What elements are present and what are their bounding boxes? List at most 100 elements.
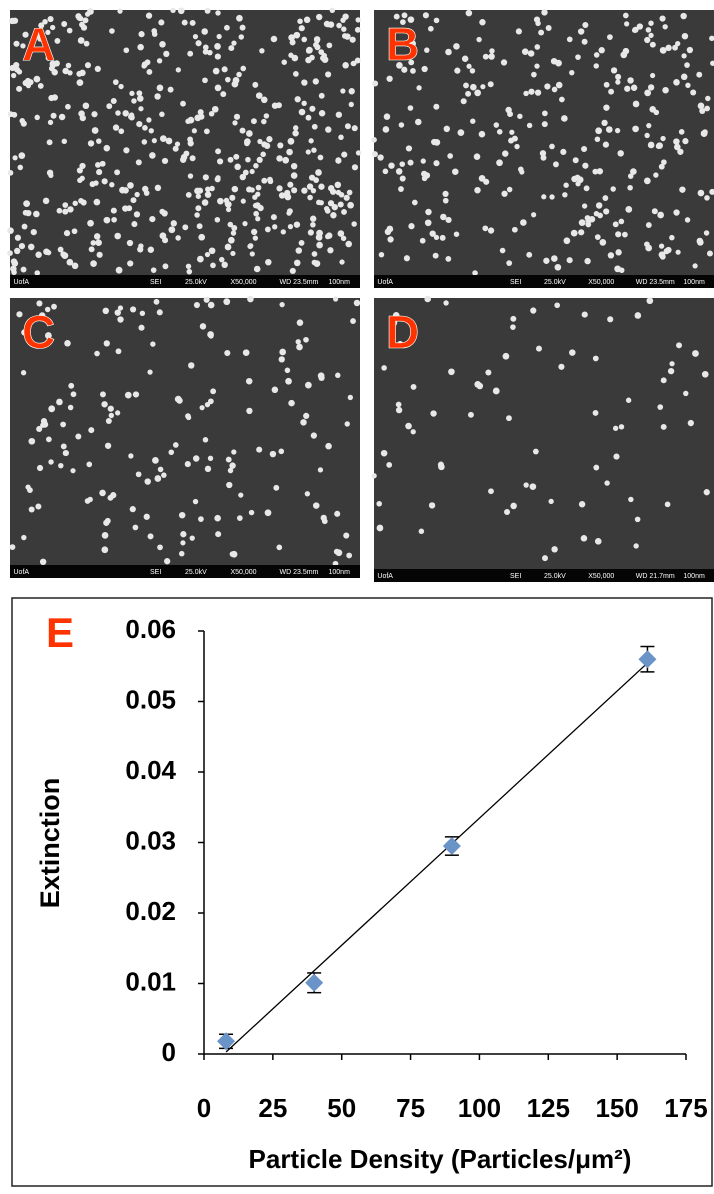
particle [453, 43, 460, 50]
particle [251, 118, 257, 124]
particle [613, 426, 618, 431]
particle [650, 42, 656, 48]
particle [221, 262, 227, 268]
particle [466, 10, 472, 16]
particle [379, 252, 385, 258]
y-tick-label: 0.05 [125, 684, 176, 714]
particle [28, 438, 35, 445]
particle [194, 114, 201, 121]
particle [115, 309, 121, 315]
particle [633, 101, 640, 108]
particle [244, 141, 250, 147]
particle [595, 538, 602, 545]
particle [506, 260, 512, 266]
particle [603, 208, 609, 214]
info-text: X50,000 [588, 279, 614, 286]
particle [311, 147, 316, 152]
particle [594, 63, 599, 68]
particle [62, 68, 69, 75]
particle [488, 81, 494, 87]
particle [193, 455, 200, 462]
particle [228, 237, 235, 244]
particle [619, 219, 625, 225]
particle [535, 21, 541, 27]
particle [356, 17, 361, 22]
particle [224, 25, 230, 31]
particle [503, 353, 510, 360]
info-text: WD 23.5mm [280, 569, 319, 576]
particle [296, 339, 301, 344]
particle [208, 398, 214, 404]
particle [307, 195, 313, 201]
particle [8, 170, 14, 176]
y-tick-label: 0.02 [125, 896, 176, 926]
particle [295, 96, 301, 102]
particle [607, 316, 613, 322]
particle [75, 434, 81, 440]
particle [698, 103, 705, 110]
particle [236, 15, 243, 22]
particle [504, 509, 510, 515]
particle [615, 74, 621, 80]
particle [661, 159, 667, 165]
particle [157, 309, 163, 315]
particle [293, 125, 298, 130]
particle [510, 503, 517, 510]
particle [47, 170, 53, 176]
x-tick-label: 75 [396, 1093, 425, 1123]
particle [224, 350, 230, 356]
particle [7, 227, 14, 234]
particle [350, 318, 356, 324]
particle [199, 405, 204, 410]
particle [117, 316, 123, 322]
particle [338, 135, 343, 140]
particle [286, 149, 293, 156]
particle [433, 104, 439, 110]
particle [233, 77, 240, 84]
particle [626, 398, 631, 403]
particle [125, 392, 132, 399]
particle [684, 62, 690, 68]
y-axis-label: Extinction [35, 778, 65, 909]
particle [428, 26, 434, 32]
particle [310, 222, 316, 228]
particle [136, 159, 142, 165]
particle [316, 230, 323, 237]
particle [412, 200, 418, 206]
particle [186, 192, 192, 198]
particle [304, 16, 311, 23]
particle [608, 252, 614, 258]
particle [51, 113, 57, 119]
particle [97, 252, 103, 258]
particle [421, 158, 426, 163]
particle [541, 194, 546, 199]
particle [176, 397, 182, 403]
particle [94, 351, 100, 357]
particle [319, 110, 325, 116]
particle [102, 532, 109, 539]
particle [65, 104, 71, 110]
particle [80, 115, 86, 121]
particle [106, 103, 112, 109]
particle [405, 423, 412, 430]
particle [602, 195, 608, 201]
particle [318, 372, 325, 379]
particle [603, 104, 609, 110]
particle [150, 341, 155, 346]
particle [225, 77, 231, 83]
particle [485, 370, 491, 376]
particle [296, 247, 302, 253]
particle [142, 186, 148, 192]
particle [292, 55, 299, 62]
particle [163, 51, 169, 57]
particle [681, 73, 688, 80]
particle [541, 9, 547, 15]
particle [483, 54, 489, 60]
particle [659, 243, 664, 248]
particle [196, 40, 202, 46]
particle [267, 177, 273, 183]
particle [119, 187, 126, 194]
particle [154, 299, 160, 305]
particle [215, 217, 221, 223]
particle [72, 228, 78, 234]
